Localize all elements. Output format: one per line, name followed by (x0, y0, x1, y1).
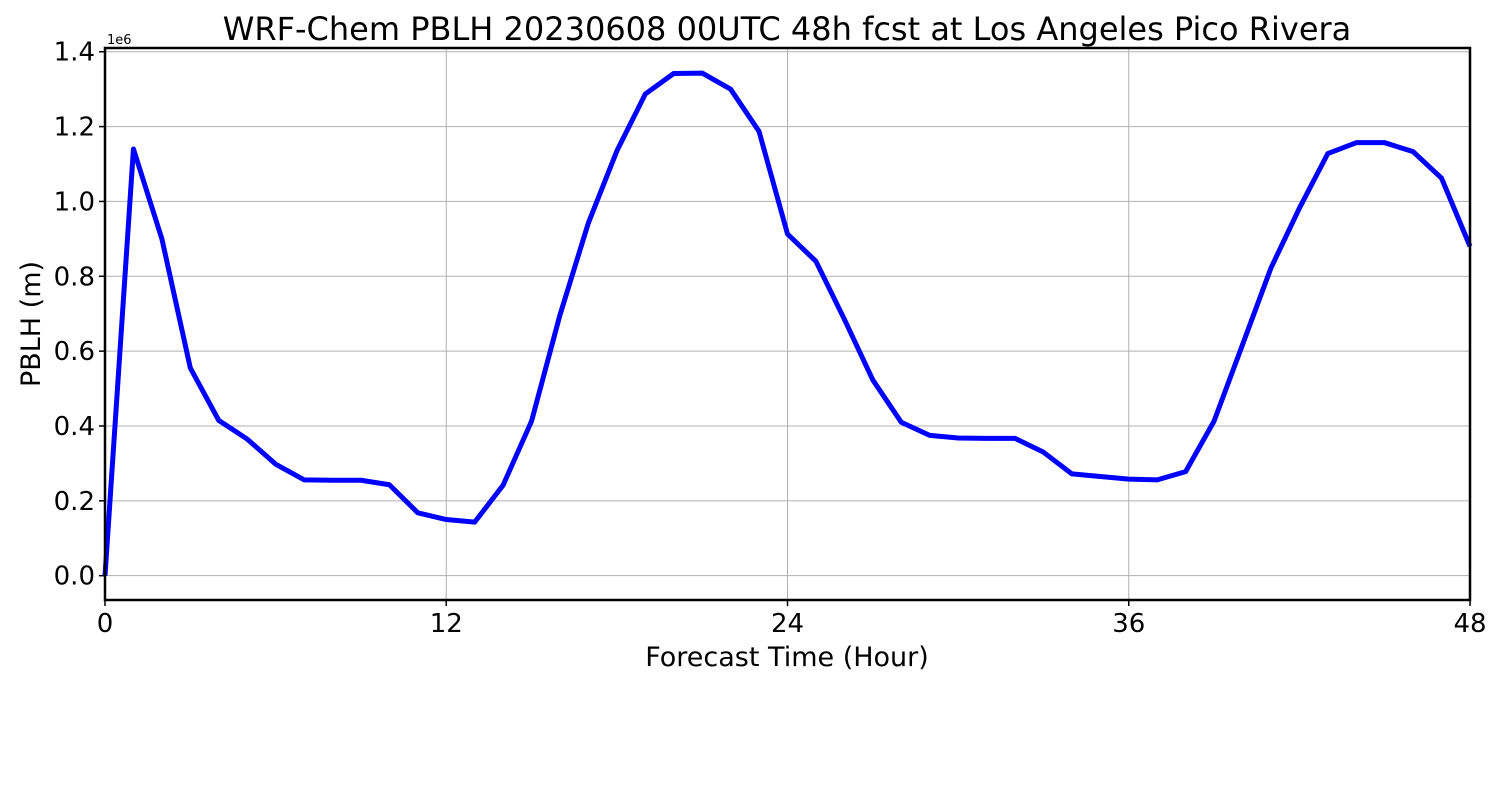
y-axis-offset-label: 1e6 (107, 33, 132, 48)
y-tick-label: 0.8 (54, 262, 95, 292)
x-tick-label: 36 (1112, 609, 1145, 639)
pblh-series-line (102, 70, 1473, 576)
x-tick-label: 0 (97, 609, 114, 639)
x-tick-label: 48 (1453, 609, 1486, 639)
y-tick-label: 1.4 (54, 38, 95, 68)
y-tick-label: 0.0 (54, 562, 95, 592)
y-tick-label: 0.4 (54, 412, 95, 442)
axis-ticks: 0 12 24 36 48 0.0 0.2 0.4 0.6 0.8 1.0 1.2 1.4 (54, 38, 1487, 639)
x-tick-label: 24 (771, 609, 804, 639)
y-tick-label: 0.6 (54, 337, 95, 367)
y-tick-label: 0.2 (54, 487, 95, 517)
x-axis-label: Forecast Time (Hour) (645, 642, 929, 673)
chart-title: WRF-Chem PBLH 20230608 00UTC 48h fcst at… (223, 10, 1352, 48)
y-tick-label: 1.0 (54, 187, 95, 217)
series-layer (102, 70, 1473, 576)
x-tick-label: 12 (430, 609, 463, 639)
grid-lines (104, 48, 1471, 600)
y-axis-label: PBLH (m) (16, 261, 47, 387)
y-tick-label: 1.2 (54, 113, 95, 143)
